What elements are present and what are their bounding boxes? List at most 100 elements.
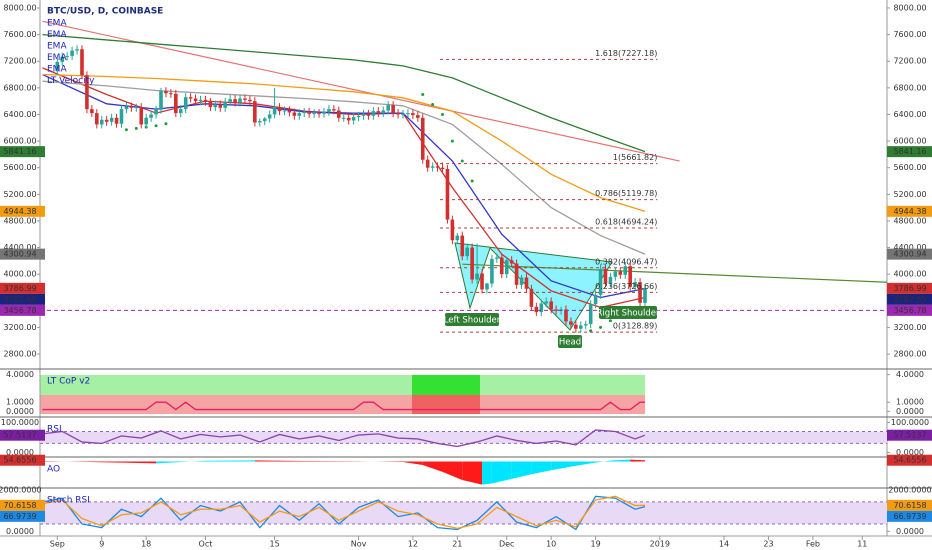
legend-entry: EMA [47, 42, 67, 52]
velocity-dot [441, 112, 445, 116]
y-tick-label: 7200.00 [893, 57, 926, 66]
candle-body [341, 117, 346, 119]
candle-body [633, 282, 637, 287]
legend-entry: EMA [47, 53, 67, 63]
y-tick-label: 100.0000 [1, 418, 39, 427]
scale-label: 2000.0000 [0, 486, 42, 495]
candle-body [183, 97, 188, 110]
chart-title: BTC/USD, D, COINBASE [47, 7, 163, 17]
price-tag [0, 304, 45, 316]
candle-body [450, 219, 455, 241]
y-tick-label: 1.0000 [6, 398, 34, 407]
price-tag [887, 454, 932, 466]
candle-body [287, 110, 292, 113]
candle-body [554, 309, 558, 311]
candle-body [218, 104, 223, 108]
price-tag-label: 54.6556 [3, 456, 36, 465]
indicator-title: AO [47, 465, 60, 475]
candle-body [213, 104, 218, 108]
candle-body [248, 99, 252, 102]
price-tag [0, 510, 45, 522]
y-tick-label: 8000.00 [893, 3, 926, 12]
y-tick-label: 0.0000 [6, 407, 34, 416]
candle-body [613, 271, 618, 277]
candle-body [208, 101, 213, 108]
price-tag [0, 293, 45, 305]
candle-body [90, 109, 94, 114]
price-tag-label: 5841.16 [3, 147, 36, 156]
candle-body [366, 113, 371, 116]
y-tick-label: 5200.00 [893, 190, 926, 199]
candle-body [416, 115, 420, 118]
ao-area [254, 460, 305, 462]
price-tag [887, 429, 932, 441]
y-tick-label: 4.0000 [896, 370, 924, 379]
candle-body [643, 288, 647, 303]
velocity-dot [124, 128, 128, 132]
candle-body [346, 117, 351, 121]
legend-entry: LT Velocity [47, 76, 95, 86]
y-tick-label: 6000.00 [3, 137, 36, 146]
x-tick-label: 21 [452, 540, 462, 549]
velocity-dot [470, 179, 474, 183]
x-tick-label: Feb [806, 540, 820, 549]
annotation: Left Shoulder [444, 316, 501, 326]
candle-body [495, 257, 499, 259]
annotation: Right Shoulder [597, 309, 660, 319]
y-tick-label: 7200.00 [3, 57, 36, 66]
candle-body [564, 309, 568, 322]
candle-body [292, 112, 297, 116]
candle-body [544, 301, 549, 304]
candle-body [272, 107, 277, 115]
candle-body [381, 110, 386, 114]
velocity-dot [164, 122, 168, 126]
y-tick-label: 2800.00 [3, 350, 36, 359]
fib-label: 1(5661.82) [613, 153, 657, 162]
price-tag-label: 3782.65 [893, 295, 926, 304]
ao-area [511, 461, 532, 479]
legend-entry: EMA [47, 30, 67, 40]
x-tick-label: 18 [141, 540, 151, 549]
candle-body [164, 91, 168, 94]
candle-body [70, 50, 74, 56]
candle-body [351, 117, 356, 121]
velocity-dot [450, 139, 454, 143]
candle-body [55, 61, 60, 72]
price-tag [0, 205, 45, 217]
candle-body [623, 266, 628, 275]
candle-body [253, 101, 257, 123]
candle-body [391, 105, 395, 114]
price-tag-label: 57.5137 [3, 431, 36, 440]
ao-area [156, 460, 206, 464]
x-tick-label: 14 [719, 540, 729, 549]
price-tag-label: 4300.94 [893, 250, 926, 259]
candle-body [593, 294, 598, 305]
y-tick-label: 5600.00 [893, 163, 926, 172]
panel-backgrounds [40, 375, 645, 414]
velocity-dot [599, 325, 603, 329]
candle-body [480, 273, 484, 290]
y-tick-label: 6400.00 [3, 110, 36, 119]
price-tag-label: 66.9739 [893, 512, 926, 521]
y-tick-label: 2800.00 [893, 350, 926, 359]
ao-area [106, 461, 157, 464]
candle-body [588, 304, 593, 325]
price-tag [887, 282, 932, 294]
candle-body [386, 105, 390, 111]
candle-body [504, 260, 509, 275]
y-tick-label: 0.0000 [6, 527, 34, 536]
y-tick-label: 4800.00 [893, 216, 926, 225]
candle-body [85, 75, 89, 110]
candle-body [470, 247, 474, 280]
indicator-plot [40, 429, 887, 448]
y-tick-label: 4400.00 [3, 243, 36, 252]
price-tag-label: 3456.78 [3, 306, 36, 315]
price-tag [0, 282, 45, 294]
candle-body [499, 257, 504, 275]
candle-body [519, 277, 524, 285]
ao-area [590, 460, 611, 464]
price-tag [887, 304, 932, 316]
scale-label: 2000.0000 [888, 486, 931, 495]
candle-body [178, 109, 183, 114]
velocity-dot [421, 92, 425, 96]
